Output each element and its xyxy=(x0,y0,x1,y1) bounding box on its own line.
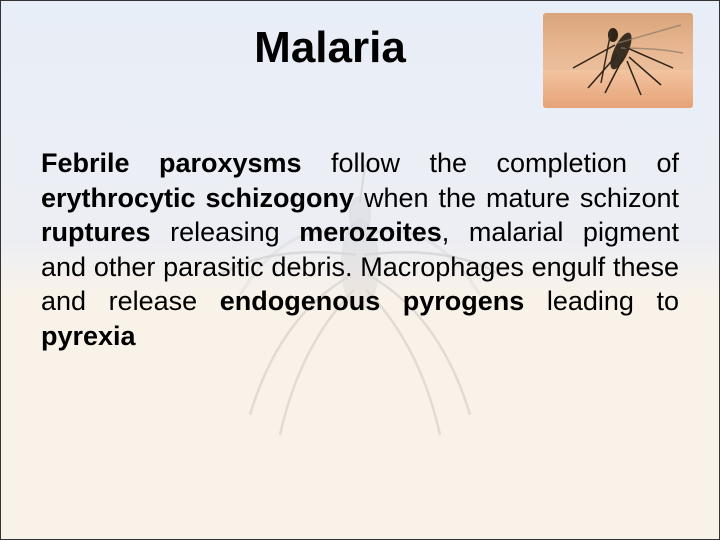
page-title: Malaria xyxy=(254,23,406,73)
bold-term: ruptures xyxy=(41,217,151,247)
body-paragraph: Febrile paroxysms follow the completion … xyxy=(41,146,679,353)
text-run: releasing xyxy=(151,217,300,247)
text-run: leading to xyxy=(524,286,679,316)
bold-term: Febrile paroxysms xyxy=(41,148,302,178)
bold-term: endogenous pyrogens xyxy=(220,286,525,316)
bold-term: pyrexia xyxy=(41,321,136,351)
text-run: follow the completion of xyxy=(302,148,679,178)
text-run: when the mature schizont xyxy=(354,183,679,213)
title-area: Malaria xyxy=(1,23,719,73)
bold-term: merozoites xyxy=(299,217,442,247)
bold-term: erythrocytic schizogony xyxy=(41,183,354,213)
